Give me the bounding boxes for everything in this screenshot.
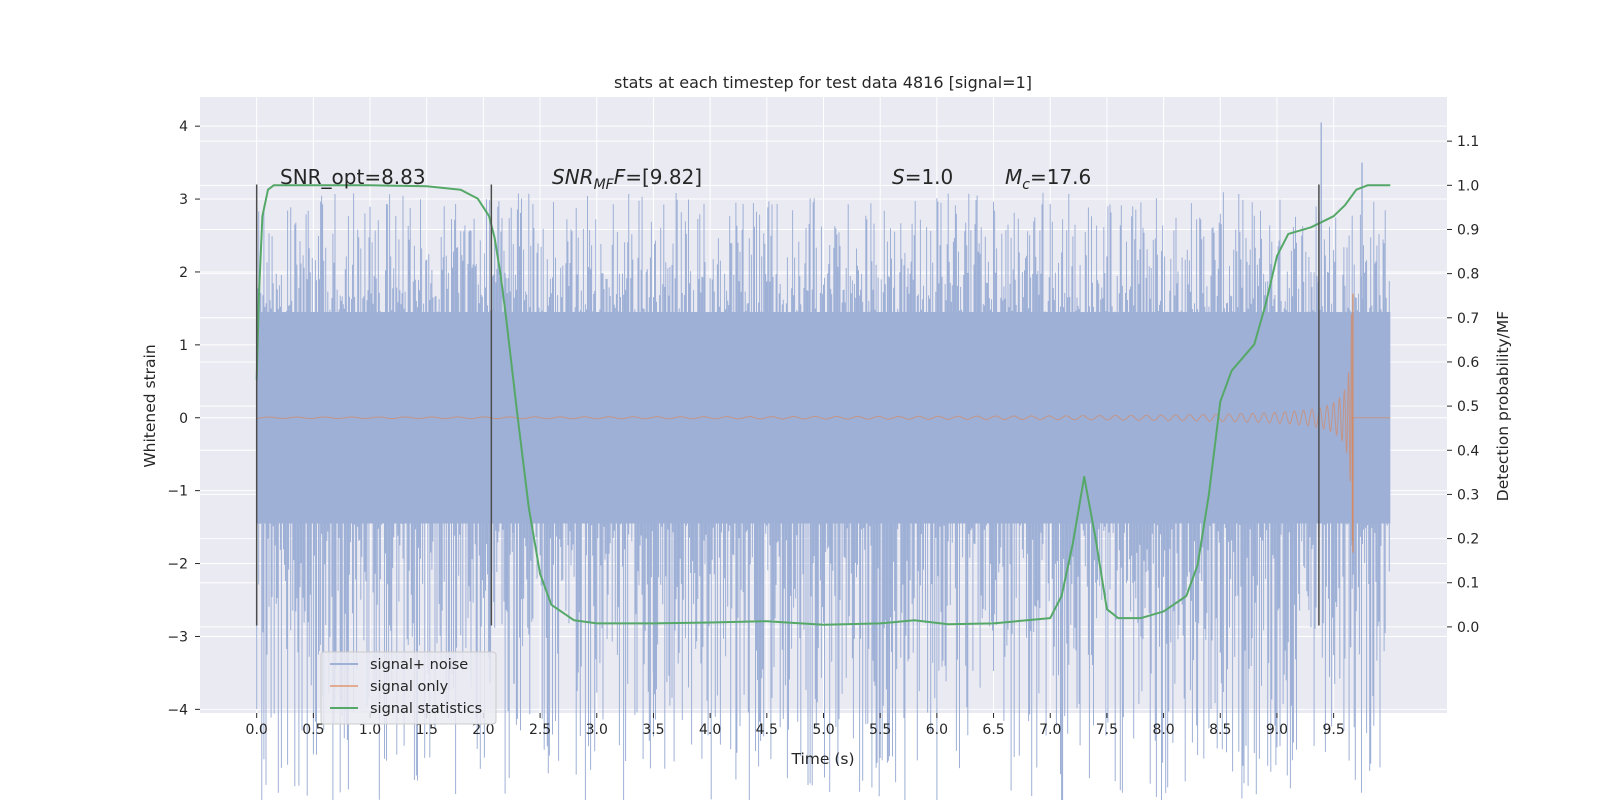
mc-symbol: M <box>1005 165 1022 189</box>
y2-tick-label: 0.2 <box>1457 532 1479 548</box>
x-tick-label: 0.5 <box>302 722 324 738</box>
x-tick-label: 5.0 <box>812 722 834 738</box>
s-symbol: S <box>892 165 905 189</box>
x-tick-label: 4.5 <box>756 722 778 738</box>
x-tick-label: 9.0 <box>1266 722 1288 738</box>
y-tick-label: −2 <box>167 557 188 573</box>
y-tick-label: −1 <box>167 484 188 500</box>
x-tick-label: 4.0 <box>699 722 721 738</box>
y-tick-label: 3 <box>179 192 188 208</box>
x-tick-label: 9.5 <box>1323 722 1345 738</box>
noise-peaks <box>318 122 1363 684</box>
legend-box <box>320 651 497 725</box>
x-tick-label: 5.5 <box>869 722 891 738</box>
data-layer <box>255 122 1391 800</box>
s-annotation: S=1.0 <box>892 165 953 189</box>
mc-value: =17.6 <box>1030 165 1091 189</box>
y2-tick-label: 0.3 <box>1457 487 1479 503</box>
y2-tick-label: 0.4 <box>1457 443 1479 459</box>
snr-mf-annotation: SNRMFF=[9.82] <box>552 165 702 193</box>
snr-mf-symbol: SNR <box>552 165 594 189</box>
x-tick-label: 3.0 <box>586 722 608 738</box>
y2-tick-label: 1.1 <box>1457 134 1479 150</box>
y2-tick-label: 0.6 <box>1457 355 1479 371</box>
axis-layer: 0.0 0.5 1.0 1.5 2.0 2.5 3.0 3.5 4.0 4.5 5.0 5.5 6.0 6… <box>167 119 1479 738</box>
x-tick-label: 3.5 <box>642 722 664 738</box>
y-tick-label: −3 <box>167 629 188 645</box>
mc-annotation: Mc=17.6 <box>1005 165 1091 193</box>
snr-mf-value: =[9.82] <box>625 165 702 189</box>
signal-statistics-line <box>255 184 1391 626</box>
y2-tick-label: 0.5 <box>1457 399 1479 415</box>
y-tick-label: 0 <box>179 411 188 427</box>
y-tick-label: 2 <box>179 265 188 281</box>
snr-opt-annotation: SNR_opt=8.83 <box>280 165 426 189</box>
y-tick-label: 1 <box>179 338 188 354</box>
x-tick-label: 8.5 <box>1209 722 1231 738</box>
s-value: =1.0 <box>905 165 954 189</box>
y2-tick-label: 0.7 <box>1457 311 1479 327</box>
chart-title: stats at each timestep for test data 481… <box>614 73 1032 92</box>
y-tick-label: −4 <box>167 702 188 718</box>
x-tick-label: 7.0 <box>1039 722 1061 738</box>
x-tick-label: 2.0 <box>472 722 494 738</box>
x-axis-label: Time (s) <box>790 750 854 768</box>
legend-label-signal: signal only <box>370 679 449 695</box>
y2-tick-label: 0.1 <box>1457 576 1479 592</box>
marker-layer <box>255 184 1320 626</box>
y2-tick-label: 0.0 <box>1457 620 1479 636</box>
y-tick-label: 4 <box>179 119 188 135</box>
annotations: SNR_opt=8.83 SNRMFF=[9.82] S=1.0 Mc=17.6 <box>280 165 1091 193</box>
x-tick-label: 1.0 <box>359 722 381 738</box>
y2-tick-label: 0.9 <box>1457 222 1479 238</box>
y2-axis-label: Detection probability/MF <box>1494 311 1512 502</box>
signal-only-line <box>256 313 1391 542</box>
y-axis-label: Whitened strain <box>141 344 159 467</box>
y2-tick-label: 0.8 <box>1457 267 1479 283</box>
x-tick-label: 7.5 <box>1096 722 1118 738</box>
legend: signal+ noise signal only signal statist… <box>320 651 497 725</box>
x-tick-label: 0.0 <box>246 722 268 738</box>
x-tick-label: 8.0 <box>1152 722 1174 738</box>
mc-subscript: c <box>1022 177 1030 193</box>
legend-label-noise: signal+ noise <box>370 657 468 673</box>
x-tick-label: 6.0 <box>926 722 948 738</box>
y2-tick-label: 1.0 <box>1457 178 1479 194</box>
x-tick-label: 1.5 <box>416 722 438 738</box>
snr-mf-subscript: MF <box>594 177 615 193</box>
x-tick-label: 6.5 <box>982 722 1004 738</box>
legend-label-stats: signal statistics <box>370 701 482 717</box>
x-tick-label: 2.5 <box>529 722 551 738</box>
